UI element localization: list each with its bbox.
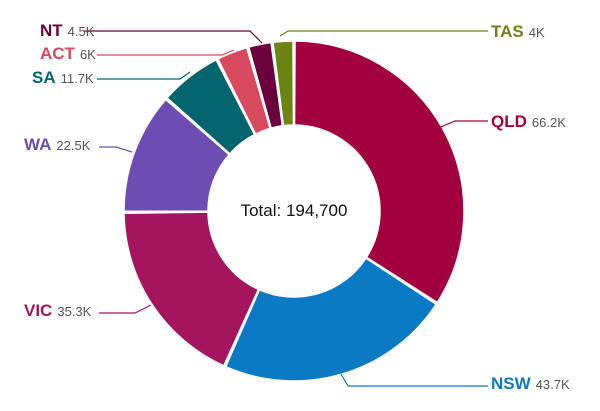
donut-slice-act: [216, 46, 272, 136]
slice-label-wa: WA 22.5K: [24, 135, 91, 154]
slice-label-nt: NT 4.5K: [40, 21, 95, 40]
donut-slice-sa: [166, 58, 256, 155]
slice-label-tas: TAS 4K: [491, 22, 545, 41]
leader-line-nt: [84, 30, 263, 44]
donut-slice-nsw: [224, 257, 438, 382]
slice-label-sa: SA 11.7K: [32, 68, 94, 87]
leader-line-vic: [99, 304, 152, 314]
slice-name-nsw: NSW: [491, 374, 532, 393]
slice-label-act: ACT 6K: [40, 44, 96, 63]
slice-label-nsw: NSW 43.7K: [491, 374, 570, 393]
donut-slice-qld: [293, 40, 465, 304]
leader-line-wa: [99, 146, 133, 153]
donut-slices: [123, 40, 465, 382]
donut-slice-vic: [123, 211, 260, 367]
slice-name-sa: SA: [32, 68, 56, 87]
slice-value-wa: 22.5K: [56, 138, 90, 153]
leader-line-sa: [97, 71, 191, 80]
slice-value-act: 6K: [80, 47, 96, 62]
slice-name-qld: QLD: [491, 112, 527, 131]
slice-value-vic: 35.3K: [57, 304, 91, 319]
donut-slice-wa: [123, 98, 231, 212]
slice-name-vic: VIC: [24, 301, 52, 320]
slice-value-sa: 11.7K: [61, 71, 94, 86]
slice-value-qld: 66.2K: [532, 115, 566, 130]
slice-label-qld: QLD 66.2K: [491, 112, 566, 131]
slice-value-nt: 4.5K: [68, 24, 95, 39]
slice-value-nsw: 43.7K: [536, 377, 570, 392]
leader-line-qld: [435, 120, 488, 130]
slice-name-nt: NT: [40, 21, 63, 40]
leader-lines: [84, 30, 488, 387]
leader-line-nsw: [340, 373, 488, 387]
slice-value-tas: 4K: [529, 25, 545, 40]
leader-line-act: [97, 49, 235, 56]
slice-label-vic: VIC 35.3K: [24, 301, 92, 320]
slice-name-act: ACT: [40, 44, 76, 63]
slice-labels: QLD 66.2K NSW 43.7K VIC 35.3K WA 22.5K SA 11.7K AC…: [24, 21, 570, 393]
slice-name-wa: WA: [24, 135, 51, 154]
center-total-label: Total: 194,700: [241, 201, 348, 220]
leader-line-tas: [279, 30, 488, 37]
donut-slice-nt: [247, 41, 284, 130]
slice-name-tas: TAS: [491, 22, 524, 41]
donut-slice-tas: [272, 40, 295, 127]
